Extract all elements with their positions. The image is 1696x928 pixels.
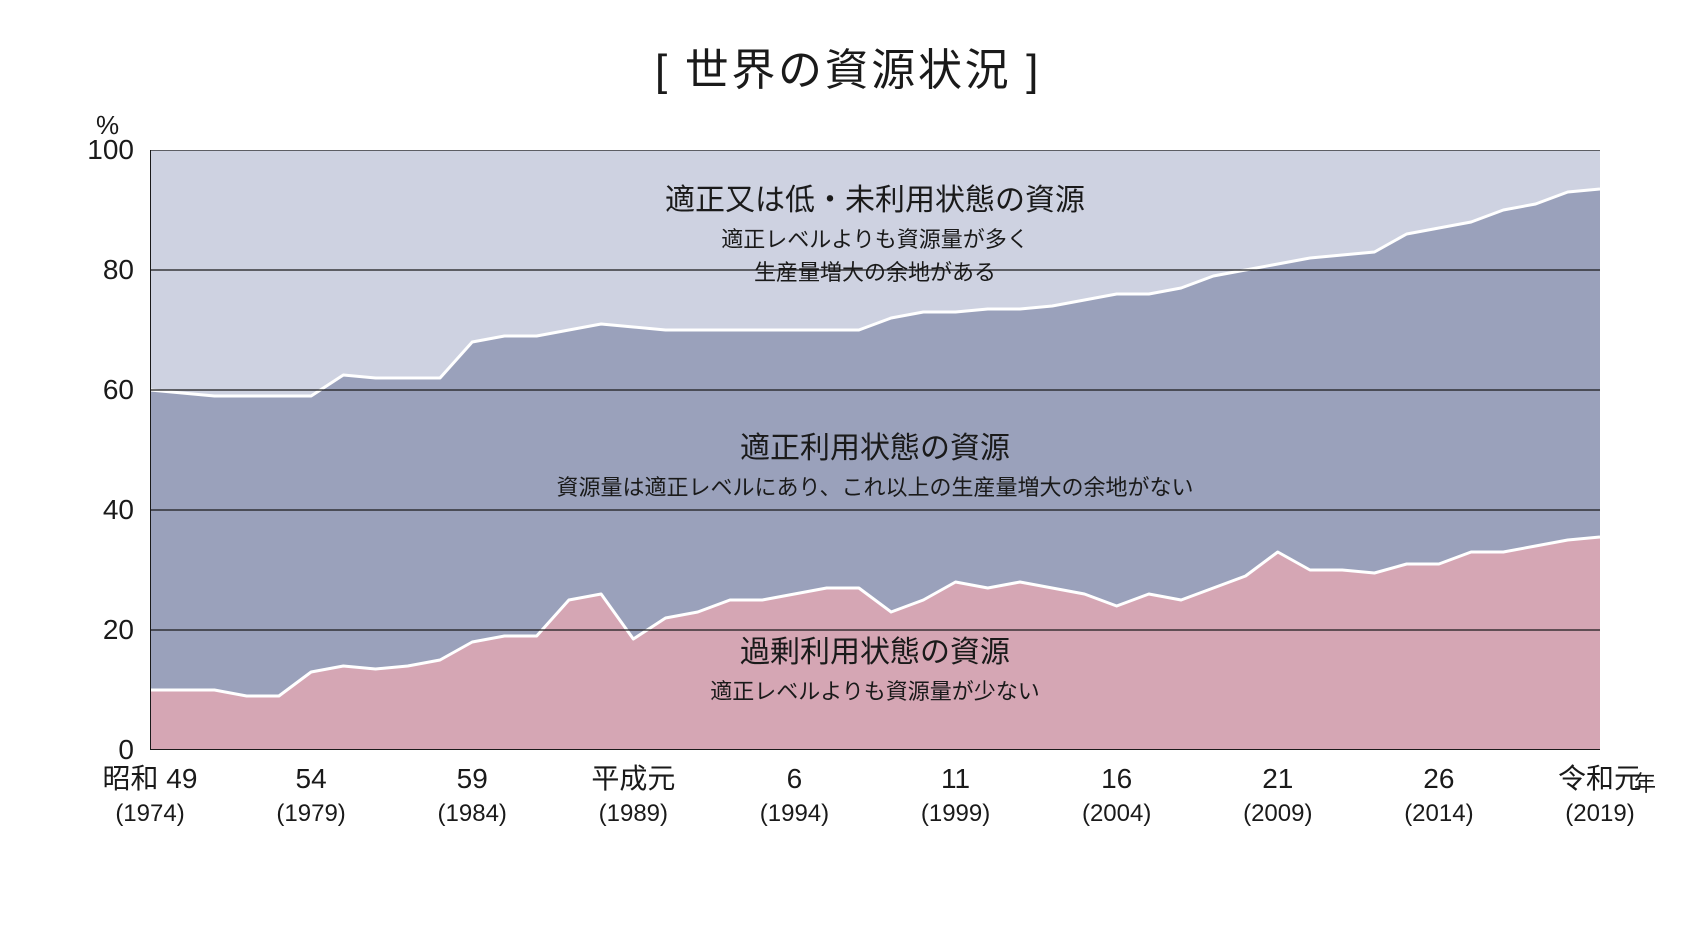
stacked-area-chart bbox=[150, 150, 1600, 750]
chart-title: [ 世界の資源状況 ] bbox=[0, 34, 1696, 98]
x-tick-label: 16(2004) bbox=[1082, 760, 1151, 830]
y-tick-label: 100 bbox=[70, 134, 134, 166]
x-tick-label: 令和元(2019) bbox=[1558, 760, 1642, 830]
chart-container: [ 世界の資源状況 ] % 年 020406080100 昭和 49(1974)… bbox=[0, 0, 1696, 928]
y-tick-label: 80 bbox=[70, 254, 134, 286]
y-tick-label: 40 bbox=[70, 494, 134, 526]
x-tick-label: 21(2009) bbox=[1243, 760, 1312, 830]
x-tick-label: 11(1999) bbox=[921, 760, 990, 830]
y-tick-label: 60 bbox=[70, 374, 134, 406]
x-tick-label: 昭和 49(1974) bbox=[103, 760, 198, 830]
y-tick-label: 20 bbox=[70, 614, 134, 646]
x-tick-label: 平成元(1989) bbox=[591, 760, 675, 830]
x-tick-label: 26(2014) bbox=[1404, 760, 1473, 830]
x-tick-label: 54(1979) bbox=[276, 760, 345, 830]
x-tick-label: 59(1984) bbox=[438, 760, 507, 830]
x-tick-label: 6(1994) bbox=[760, 760, 829, 830]
